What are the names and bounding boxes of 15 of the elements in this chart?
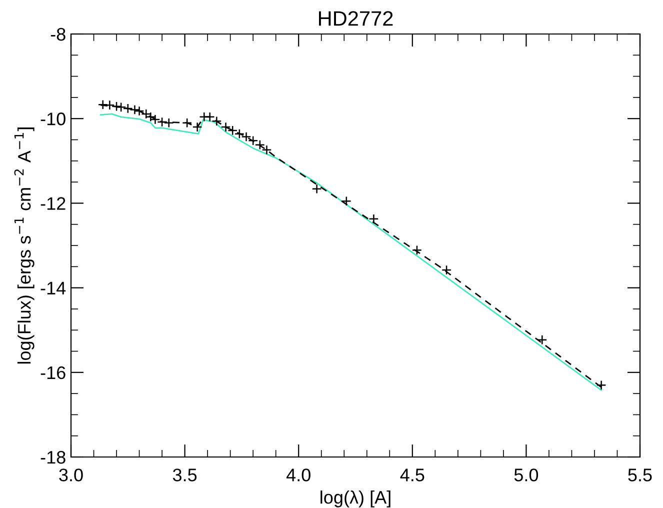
x-tick-label: 3.5 <box>172 468 197 482</box>
x-tick-label: 5.5 <box>628 468 652 482</box>
y-tick-label: -18 <box>40 450 66 464</box>
y-tick-label: -12 <box>40 197 66 210</box>
x-axis-title: log(λ) [A] <box>320 490 390 508</box>
y-tick-label: -14 <box>40 282 66 294</box>
x-tick-label: 3.0 <box>59 468 83 482</box>
x-tick-label: 5.0 <box>514 468 538 482</box>
y-axis-title: log(Flux) [ergs s$^{−1}$ cm$^{−2}$ A$^{−1}$] <box>14 128 34 364</box>
x-tick-label: 4.5 <box>400 468 424 482</box>
y-tick-label: -16 <box>40 366 66 380</box>
chart-title: HD2772 <box>318 11 393 26</box>
y-tick-label: -8 <box>50 28 66 41</box>
x-tick-label: 4.0 <box>286 468 310 482</box>
y-tick-label: -10 <box>40 112 66 126</box>
